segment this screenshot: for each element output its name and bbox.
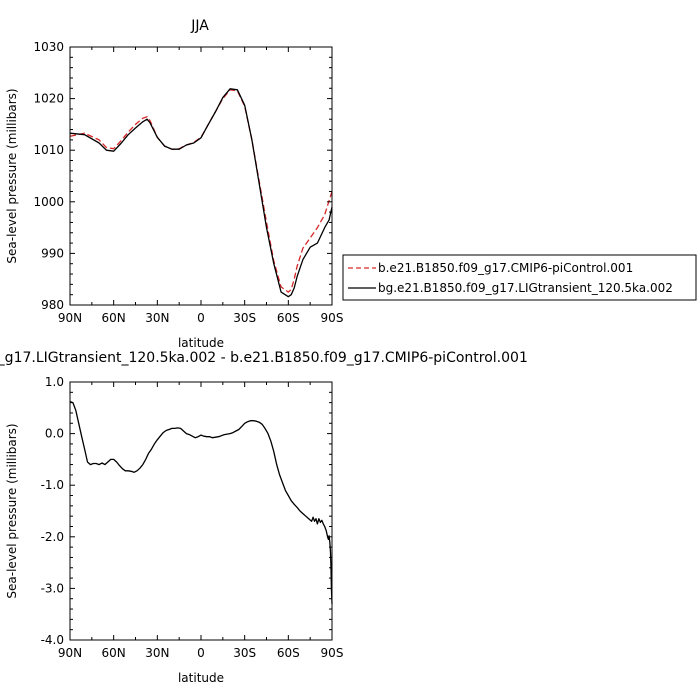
top-axis-ticks: 90N 60N 30N 0 30S 60S 90S 980 990 1000 1010 1020 103… bbox=[33, 40, 343, 325]
legend-label-LIGtransient: bg.e21.B1850.f09_g17.LIGtransient_120.5k… bbox=[378, 281, 673, 295]
top-y-axis-label: Sea-level pressure (millibars) bbox=[5, 88, 19, 263]
bottom-axis-ticks: 90N 60N 30N 0 30S 60S 90S 1.0 0.0 -1.0 -2.0 -3.0 -4.… bbox=[41, 375, 344, 660]
top-x-tick-label: 30N bbox=[145, 311, 169, 325]
bottom-x-axis-label: latitude bbox=[178, 671, 224, 685]
top-series-line-1 bbox=[69, 88, 333, 298]
legend-label-piControl: b.e21.B1850.f09_g17.CMIP6-piControl.001 bbox=[378, 261, 633, 275]
bottom-series-group bbox=[69, 400, 333, 604]
bottom-y-tick-label: -4.0 bbox=[41, 633, 64, 647]
bottom-y-tick-label: -2.0 bbox=[41, 530, 64, 544]
bottom-y-axis-label: Sea-level pressure (millibars) bbox=[5, 423, 19, 598]
bottom-chart-title: bg.e21.B1850.f09_g17.LIGtransient_120.5k… bbox=[0, 350, 528, 366]
bottom-x-tick-label: 60N bbox=[102, 646, 126, 660]
bottom-y-tick-label: 0.0 bbox=[45, 427, 64, 441]
bottom-y-tick-label: -3.0 bbox=[41, 581, 64, 595]
legend: b.e21.B1850.f09_g17.CMIP6-piControl.001 … bbox=[342, 254, 697, 301]
top-x-axis-label: latitude bbox=[178, 336, 224, 350]
bottom-series-line-0 bbox=[69, 400, 333, 604]
top-x-tick-label: 30S bbox=[233, 311, 256, 325]
bottom-panel: bg.e21.B1850.f09_g17.LIGtransient_120.5k… bbox=[0, 350, 528, 685]
top-y-tick-label: 1010 bbox=[33, 143, 64, 157]
top-x-tick-label: 0 bbox=[197, 311, 205, 325]
top-y-tick-label: 980 bbox=[41, 298, 64, 312]
top-x-tick-label: 60S bbox=[277, 311, 300, 325]
legend-box bbox=[342, 254, 697, 301]
top-x-tick-label: 90S bbox=[321, 311, 344, 325]
bottom-plot-frame bbox=[69, 381, 333, 641]
bottom-x-tick-label: 90N bbox=[58, 646, 82, 660]
top-y-tick-label: 1020 bbox=[33, 92, 64, 106]
bottom-y-tick-label: -1.0 bbox=[41, 478, 64, 492]
top-x-tick-label: 60N bbox=[102, 311, 126, 325]
top-series-group bbox=[69, 88, 333, 298]
top-panel: JJA 90N 60N 30N 0 30S 60S 90S 980 990 1000 1010 102… bbox=[5, 18, 697, 350]
bottom-x-tick-label: 60S bbox=[277, 646, 300, 660]
top-plot-frame bbox=[69, 46, 333, 306]
top-y-tick-label: 990 bbox=[41, 246, 64, 260]
top-y-tick-label: 1000 bbox=[33, 195, 64, 209]
bottom-x-tick-label: 0 bbox=[197, 646, 205, 660]
top-series-line-0 bbox=[69, 89, 333, 293]
bottom-y-tick-label: 1.0 bbox=[45, 375, 64, 389]
top-chart-title: JJA bbox=[190, 18, 209, 34]
bottom-x-tick-label: 90S bbox=[321, 646, 344, 660]
top-y-tick-label: 1030 bbox=[33, 40, 64, 54]
bottom-x-tick-label: 30S bbox=[233, 646, 256, 660]
bottom-x-tick-label: 30N bbox=[145, 646, 169, 660]
top-x-tick-label: 90N bbox=[58, 311, 82, 325]
